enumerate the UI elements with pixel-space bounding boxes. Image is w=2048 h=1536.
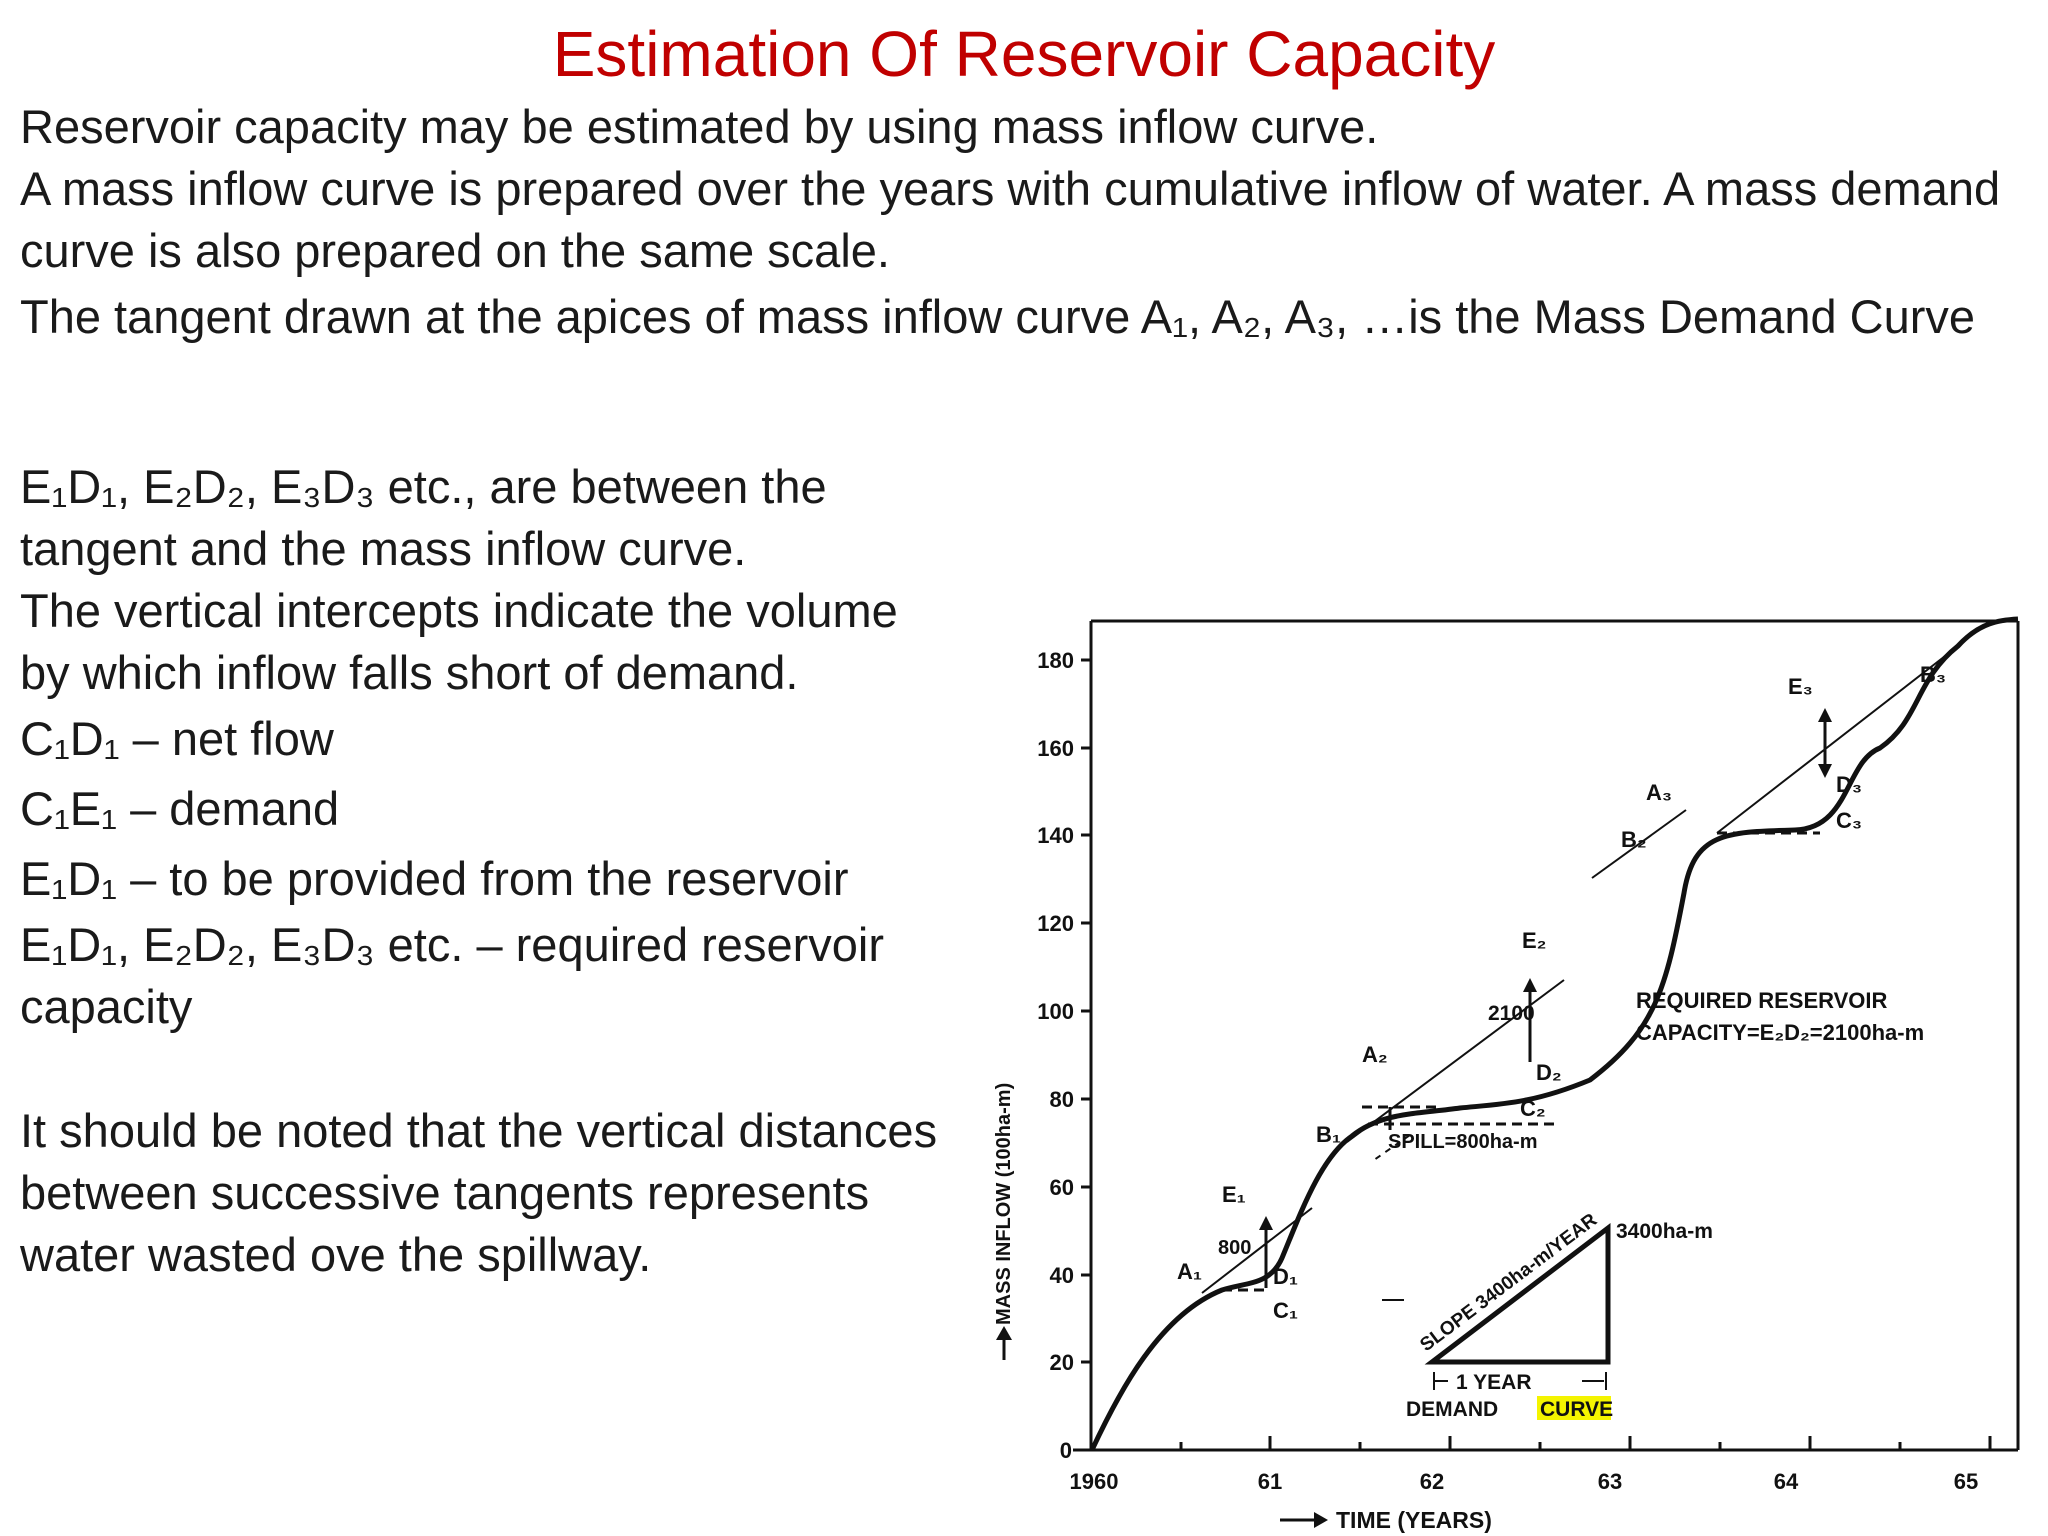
y-axis-title: MASS INFLOW (100ha-m): [993, 1083, 1015, 1360]
triangle-rise-label: 3400ha-m: [1616, 1220, 1713, 1243]
mass-curve-svg: 0 20 40 60 80 100 120 140 160 180 1960 6…: [993, 616, 2020, 1533]
required-capacity-line1: REQUIRED RESERVOIR: [1636, 988, 1888, 1013]
y-tick-80: 80: [1050, 1087, 1074, 1112]
y-tick-120: 120: [1037, 911, 1074, 936]
explanation-p1: E₁D₁, E₂D₂, E₃D₃ etc., are between the t…: [20, 460, 827, 575]
e2d2-value: 2100: [1488, 1002, 1535, 1025]
x-tick-63: 63: [1598, 1469, 1622, 1494]
label-e2: E₂: [1522, 928, 1546, 953]
label-e1: E₁: [1222, 1182, 1246, 1207]
explanation-capacity: E₁D₁, E₂D₂, E₃D₃ etc. – required reservo…: [20, 918, 884, 1033]
y-tick-40: 40: [1050, 1263, 1074, 1288]
explanation-demand: C₁E₁ – demand: [20, 782, 340, 835]
x-tick-65: 65: [1954, 1469, 1978, 1494]
explanation-text: E₁D₁, E₂D₂, E₃D₃ etc., are between the t…: [20, 456, 940, 1286]
explanation-reservoir: E₁D₁ – to be provided from the reservoir: [20, 852, 849, 905]
label-e3: E₃: [1788, 674, 1813, 699]
explanation-p2: The vertical intercepts indicate the vol…: [20, 584, 898, 699]
curve-highlight: [1537, 1396, 1611, 1420]
label-c3: C₃: [1836, 808, 1862, 833]
tangent-3: [1591, 809, 1687, 879]
label-d3: D₃: [1836, 772, 1862, 797]
label-a1: A₁: [1177, 1259, 1202, 1284]
intro-line-3: The tangent drawn at the apices of mass …: [20, 290, 1976, 343]
spill-label: SPILL=800ha-m: [1388, 1131, 1538, 1153]
label-c1: C₁: [1273, 1298, 1298, 1323]
explanation-net-flow: C₁D₁ – net flow: [20, 712, 334, 765]
one-year-label: 1 YEAR: [1456, 1371, 1531, 1394]
label-a3: A₃: [1646, 780, 1672, 805]
svg-text:TIME (YEARS): TIME (YEARS): [1336, 1507, 1492, 1533]
required-capacity-line2: CAPACITY=E₂D₂=2100ha-m: [1636, 1020, 1924, 1045]
x-axis-title: TIME (YEARS): [1280, 1507, 1492, 1533]
x-tick-1960: 1960: [1070, 1469, 1119, 1494]
page-title: Estimation Of Reservoir Capacity: [552, 18, 1496, 90]
intro-line-1: Reservoir capacity may be estimated by u…: [20, 100, 1379, 153]
label-c2: C₂: [1520, 1096, 1546, 1121]
y-tick-60: 60: [1050, 1175, 1074, 1200]
label-b3: B₃: [1920, 662, 1946, 687]
label-d2: D₂: [1536, 1060, 1562, 1085]
demand-label: DEMAND: [1406, 1398, 1498, 1421]
label-d1: D₁: [1273, 1264, 1298, 1289]
tangent-2: [1346, 979, 1565, 1143]
y-tick-140: 140: [1037, 823, 1074, 848]
slope-label: SLOPE 3400ha-m/YEAR: [1416, 1209, 1601, 1356]
explanation-spillway: It should be noted that the vertical dis…: [20, 1104, 938, 1281]
slope-triangle: SLOPE 3400ha-m/YEAR 3400ha-m 1 YEAR DEMA…: [1406, 1209, 1713, 1421]
y-tick-160: 160: [1037, 736, 1074, 761]
label-b1: B₁: [1316, 1122, 1341, 1147]
x-tick-64: 64: [1774, 1469, 1799, 1494]
y-tick-180: 180: [1037, 648, 1074, 673]
y-tick-100: 100: [1037, 999, 1074, 1024]
x-tick-61: 61: [1258, 1469, 1282, 1494]
label-a2: A₂: [1362, 1042, 1388, 1067]
tangent-1: [1201, 1207, 1313, 1294]
curve-label: CURVE: [1540, 1398, 1613, 1421]
label-b2: B₂: [1621, 827, 1647, 852]
y-tick-0: 0: [1060, 1438, 1072, 1463]
x-tick-62: 62: [1420, 1469, 1444, 1494]
intro-line-2: A mass inflow curve is prepared over the…: [20, 162, 2001, 277]
y-tick-20: 20: [1050, 1350, 1074, 1375]
e1d1-value: 800: [1218, 1237, 1251, 1259]
svg-text:MASS INFLOW (100ha-m): MASS INFLOW (100ha-m): [993, 1083, 1015, 1325]
mass-curve-diagram: 0 20 40 60 80 100 120 140 160 180 1960 6…: [970, 600, 2040, 1536]
intro-text: Reservoir capacity may be estimated by u…: [20, 96, 2030, 352]
tangent-4: [1716, 645, 1959, 834]
